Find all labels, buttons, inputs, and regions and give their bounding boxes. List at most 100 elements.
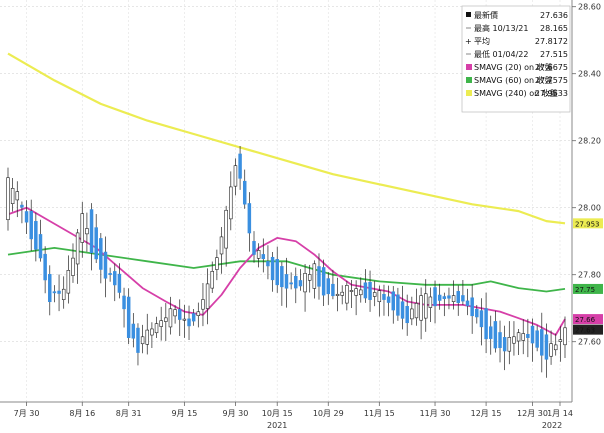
axis-value-tag: 27.953 xyxy=(573,218,603,229)
candle xyxy=(122,287,126,328)
candle-body xyxy=(43,253,47,281)
candle-body xyxy=(451,295,456,302)
candle xyxy=(196,302,201,328)
candle xyxy=(150,322,154,348)
candle xyxy=(38,219,43,262)
candle-body xyxy=(205,283,210,309)
candle-body xyxy=(29,210,33,240)
candle xyxy=(396,287,400,321)
candle-body xyxy=(498,332,502,348)
candle xyxy=(294,267,298,304)
candle-body xyxy=(447,295,451,299)
candle xyxy=(391,286,396,324)
candle xyxy=(456,285,460,316)
candle-body xyxy=(252,241,256,255)
axis-value-tag: 27.66 xyxy=(573,314,603,325)
candle-body xyxy=(140,336,145,345)
candle xyxy=(233,158,238,196)
legend-row: 最高 10/13/21 28.165 xyxy=(466,23,568,33)
candle-body xyxy=(535,330,539,348)
candle xyxy=(201,283,205,327)
candle xyxy=(553,333,558,356)
candle-body xyxy=(502,337,507,352)
y-axis-ticks: 28.60 28.40 28.20 28.00 27.80 27.60 xyxy=(572,3,601,347)
legend-value: 27.515 xyxy=(540,50,568,59)
candle xyxy=(10,177,15,212)
candle-body xyxy=(493,321,498,349)
candle-body xyxy=(400,301,405,319)
candle xyxy=(159,306,163,341)
candle xyxy=(191,308,196,326)
candle xyxy=(345,280,349,311)
candle-body xyxy=(294,275,298,289)
candle-body xyxy=(94,227,98,260)
candle-body xyxy=(345,285,349,304)
candle-body xyxy=(549,343,553,357)
candle-body xyxy=(48,274,52,303)
candle xyxy=(465,288,470,316)
candle-body xyxy=(145,329,149,345)
candle xyxy=(428,287,433,322)
legend-value: 28.165 xyxy=(540,24,568,33)
candle xyxy=(502,325,507,371)
candle-body xyxy=(461,295,465,302)
candle xyxy=(242,169,247,209)
y-tick-label: 28.20 xyxy=(578,137,601,146)
candle-body xyxy=(470,297,474,317)
candle-body xyxy=(164,317,168,322)
candle-body xyxy=(187,318,191,327)
candle-body xyxy=(312,263,317,289)
candle-body xyxy=(526,334,530,338)
candle-body xyxy=(424,293,428,319)
candle-body xyxy=(201,299,205,310)
candle-body xyxy=(177,309,182,320)
candle xyxy=(219,226,224,274)
candle-body xyxy=(512,336,516,344)
candle xyxy=(312,260,317,299)
candle xyxy=(275,246,279,293)
candle xyxy=(372,280,377,307)
candle-body xyxy=(433,287,437,307)
sma240-line xyxy=(7,52,566,225)
candle xyxy=(57,274,61,312)
x-year-label: 2021 xyxy=(267,421,287,430)
legend-row: 最新價 27.636 xyxy=(466,10,568,20)
y-tick-label: 28.40 xyxy=(578,70,601,79)
candle-body xyxy=(126,296,131,338)
candle xyxy=(437,283,442,310)
candle xyxy=(470,284,474,334)
candle-body xyxy=(210,271,214,289)
candle-body xyxy=(484,308,488,340)
candle-body xyxy=(75,232,80,265)
x-tick-label: 10月 15 xyxy=(262,409,293,418)
candle-body xyxy=(34,221,38,250)
axis-tag-box xyxy=(573,283,603,294)
x-tick-label: 12月 15 xyxy=(471,409,502,418)
candle-body xyxy=(182,318,187,321)
candle-body xyxy=(303,273,307,293)
legend-label: SMAVG (60) on 收盤 xyxy=(474,75,553,85)
candle xyxy=(108,267,112,282)
axis-tag-label: 27.953 xyxy=(575,220,600,228)
candle-body xyxy=(475,308,479,318)
legend: 最新價 27.636 最高 10/13/21 28.165 + 平均 27.8172 最低 0… xyxy=(461,5,571,113)
legend-value: 27.9533 xyxy=(535,89,568,98)
candle-body xyxy=(442,296,447,299)
candle xyxy=(126,288,131,345)
candle xyxy=(238,146,242,190)
candle-body xyxy=(215,257,219,270)
candle-body xyxy=(61,288,66,300)
candle xyxy=(29,199,33,251)
candle-body xyxy=(159,320,163,327)
candle-body xyxy=(20,204,24,208)
candle-body xyxy=(238,153,242,179)
candle xyxy=(488,315,493,355)
candle xyxy=(326,272,331,305)
axis-tag-box xyxy=(573,314,603,325)
legend-rows: 最新價 27.636 最高 10/13/21 28.165 + 平均 27.8172 最低 0… xyxy=(465,10,568,98)
x-tick-label: 9月 15 xyxy=(171,409,197,418)
candle-body xyxy=(71,257,75,276)
candle xyxy=(52,285,57,303)
